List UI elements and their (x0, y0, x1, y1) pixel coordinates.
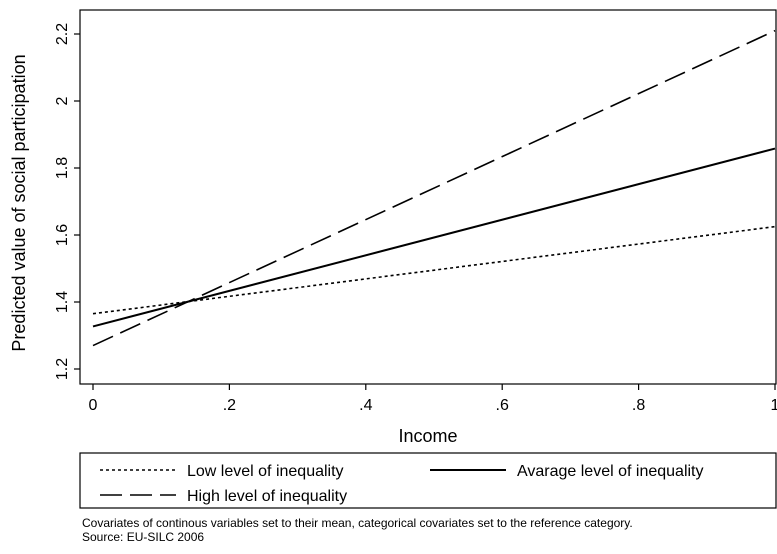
legend: Low level of inequality Avarage level of … (79, 452, 777, 509)
y-tick-label: 1.2 (54, 358, 71, 380)
x-tick-label: 1 (771, 397, 777, 414)
legend-label: Avarage level of inequality (517, 463, 704, 480)
y-tick-label: 2 (54, 96, 71, 105)
x-tick-label: .2 (223, 397, 236, 414)
plot-frame (79, 9, 777, 385)
covariates-note: Covariates of continous variables set to… (82, 516, 633, 530)
y-tick-label: 2.2 (54, 23, 71, 45)
x-tick-label: 0 (89, 397, 98, 414)
y-axis-title: Predicted value of social participation (9, 54, 29, 351)
legend-label: Low level of inequality (187, 463, 344, 480)
y-tick-label: 1.4 (54, 291, 71, 313)
series-line-dotted (92, 225, 776, 315)
x-tick-label: .4 (359, 397, 372, 414)
x-axis-title: Income (398, 426, 457, 446)
series-line-dashed (92, 29, 776, 347)
series-lines (92, 29, 776, 347)
x-tick-label: .6 (496, 397, 509, 414)
legend-label: High level of inequality (187, 488, 347, 505)
x-tick-label: .8 (632, 397, 645, 414)
axes: 0 .2 .4 .6 .8 1 1.2 1.4 1.6 1.8 2 2.2 (54, 9, 777, 414)
source-note: Source: EU-SILC 2006 (82, 530, 205, 544)
y-tick-label: 1.6 (54, 224, 71, 246)
legend-box (79, 452, 777, 509)
y-tick-label: 1.8 (54, 157, 71, 179)
series-line-solid (92, 147, 776, 328)
